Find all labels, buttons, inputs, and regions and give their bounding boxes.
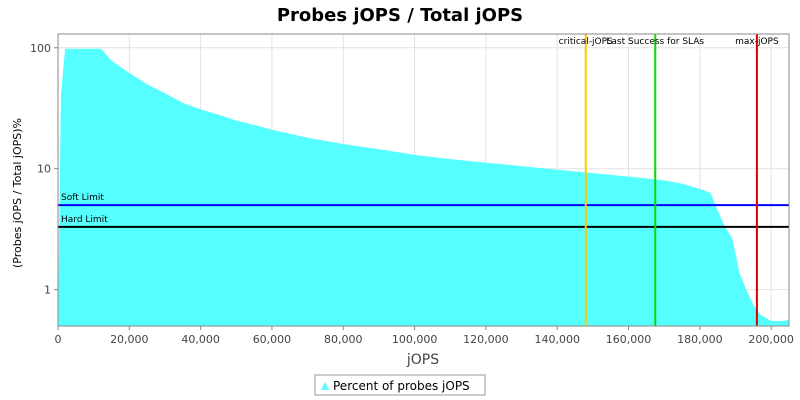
legend-label: Percent of probes jOPS: [333, 379, 470, 393]
x-tick-label: 40,000: [181, 333, 220, 346]
x-tick-label: 120,000: [463, 333, 509, 346]
limit-label: Hard Limit: [61, 215, 108, 225]
x-tick-label: 20,000: [110, 333, 149, 346]
series-layer: [58, 48, 789, 327]
legend-box: [314, 374, 486, 396]
y-axis-ticks: 1 10 100: [30, 42, 58, 297]
y-axis-label: (Probes jOPS / Total jOPS)%: [11, 118, 24, 268]
x-tick-label: 80,000: [324, 333, 363, 346]
x-tick-label: 0: [55, 333, 62, 346]
marker-label: Last Success for SLAs: [606, 37, 704, 47]
x-tick-label: 200,000: [748, 333, 794, 346]
legend: Percent of probes jOPS: [314, 374, 486, 396]
legend-swatch-icon: [321, 382, 329, 390]
marker-label: max-jOPS: [735, 37, 779, 47]
limit-label: Soft Limit: [61, 193, 104, 203]
x-tick-label: 160,000: [606, 333, 652, 346]
x-tick-label: 140,000: [534, 333, 580, 346]
x-axis-ticks: 0 20,000 40,000 60,000 80,000 100,000 120,000 1…: [55, 326, 794, 346]
x-axis-label: jOPS: [406, 352, 439, 368]
x-tick-label: 60,000: [253, 333, 292, 346]
x-tick-label: 180,000: [677, 333, 723, 346]
marker-label: critical-jOPS: [559, 37, 613, 47]
plot-border: [57, 33, 790, 327]
y-tick-label: 1: [44, 284, 51, 297]
y-tick-label: 100: [30, 42, 51, 55]
limit-lines: Soft Limit Hard Limit: [58, 193, 789, 228]
series-area: [58, 48, 789, 327]
chart-title: Probes jOPS / Total jOPS: [277, 5, 523, 26]
y-tick-label: 10: [37, 163, 51, 176]
x-tick-label: 100,000: [392, 333, 438, 346]
